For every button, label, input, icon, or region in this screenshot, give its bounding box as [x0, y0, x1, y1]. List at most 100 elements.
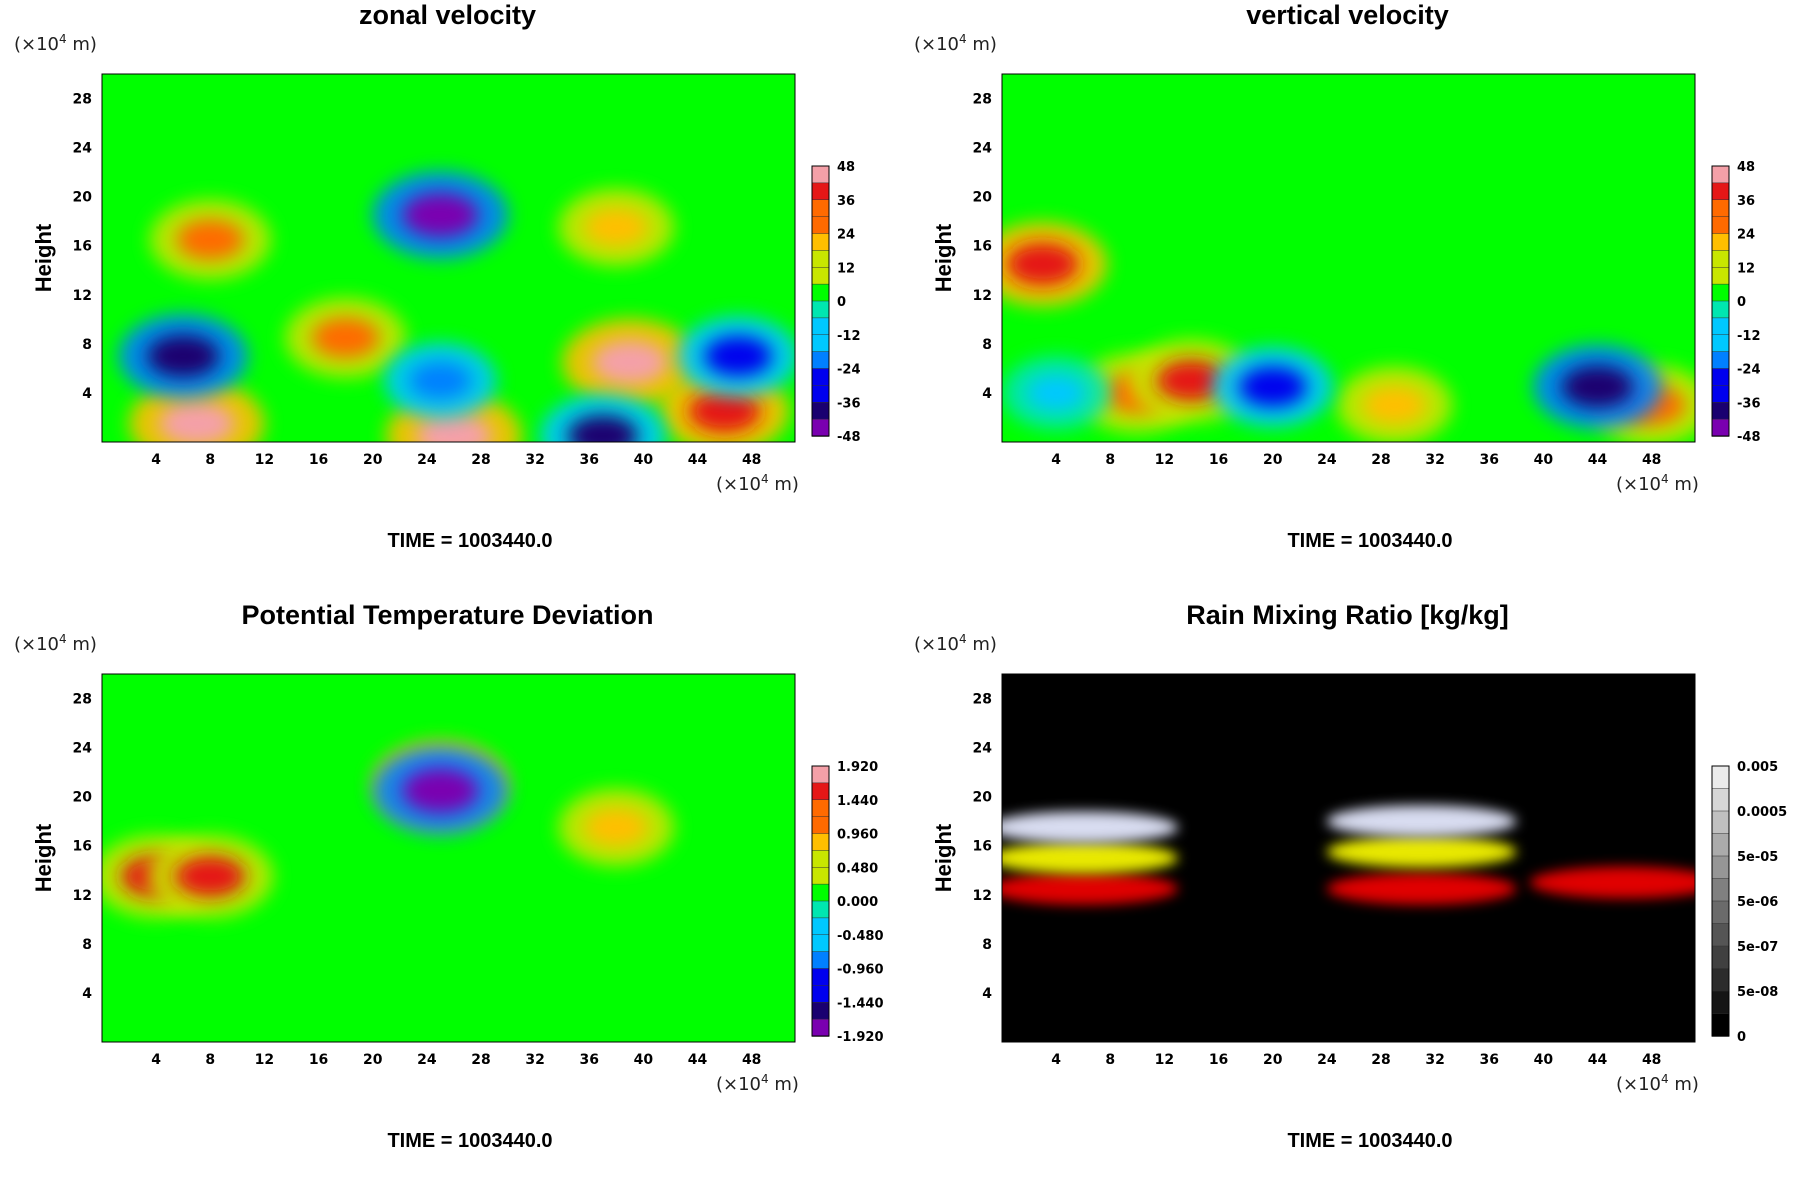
- colorbar-segment: [1711, 351, 1730, 370]
- colorbar-segment: [811, 799, 830, 818]
- x-tick-label: 28: [1371, 1052, 1390, 1068]
- x-tick-label: 36: [1480, 452, 1499, 468]
- exp-power: 4: [959, 32, 967, 46]
- y-tick-label: 4: [982, 986, 992, 1002]
- colorbar-segment: [811, 917, 830, 936]
- x-tick-label: 4: [1051, 1052, 1061, 1068]
- x-tick-label: 28: [1371, 452, 1390, 468]
- exp-base: (×10: [1616, 474, 1662, 495]
- colorbar-segment: [811, 765, 830, 784]
- colorbar-segment: [811, 985, 830, 1003]
- colorbar-tick-label: 0.960: [837, 828, 878, 843]
- x-tick-label: 8: [205, 1052, 215, 1068]
- colorbar-segment: [1711, 878, 1730, 902]
- exp-base: (×10: [914, 34, 960, 55]
- plot-border: [1001, 673, 1696, 1043]
- x-tick-label: 36: [580, 1052, 599, 1068]
- colorbar-segment: [1711, 385, 1730, 403]
- exp-base: (×10: [1616, 1074, 1662, 1095]
- x-tick-label: 4: [151, 452, 161, 468]
- colorbar-tick-label: -24: [837, 363, 861, 378]
- y-tick-label: 28: [73, 692, 92, 708]
- y-axis-exponent: (×104 m): [914, 632, 997, 655]
- colorbar-tick-label: -36: [1737, 396, 1761, 411]
- colorbar-tick-label: 36: [1737, 194, 1755, 209]
- time-label: TIME = 1003440.0: [387, 530, 553, 552]
- x-tick-label: 32: [525, 1052, 544, 1068]
- x-tick-label: 32: [1425, 1052, 1444, 1068]
- field-feature: [175, 855, 246, 897]
- y-axis-exponent: (×104 m): [914, 32, 997, 55]
- colorbar-segment: [1711, 945, 1730, 970]
- plot-border: [101, 673, 796, 1043]
- exp-power: 4: [959, 632, 967, 646]
- x-tick-label: 12: [255, 1052, 274, 1068]
- x-tick-label: 16: [309, 452, 328, 468]
- x-tick-label: 48: [1642, 452, 1661, 468]
- field-feature: [1326, 805, 1517, 838]
- y-tick-label: 16: [973, 239, 992, 255]
- y-tick-label: 24: [73, 741, 93, 757]
- colorbar-segment: [1711, 334, 1730, 353]
- colorbar: 48 36 24 12 0 -12 -24 -36 -48: [811, 160, 861, 445]
- colorbar-tick-label: -24: [1737, 363, 1761, 378]
- colorbar-segment: [1711, 990, 1730, 1015]
- x-tick-label: 48: [742, 452, 761, 468]
- colorbar-tick-label: 5e-06: [1737, 895, 1778, 910]
- field-feature: [591, 340, 668, 385]
- heatmap-field: [1002, 221, 1695, 442]
- colorbar-tick-label: -48: [837, 430, 861, 445]
- colorbar-segment: [1711, 250, 1730, 268]
- colorbar-tick-label: 12: [1737, 261, 1755, 276]
- colorbar-segment: [811, 850, 830, 868]
- plot-area: 4 8 12 16 20 24 28 32 36 40 44 484812162024281.9201…: [73, 673, 884, 1068]
- exp-power: 4: [1661, 472, 1669, 486]
- colorbar-tick-label: 0.000: [837, 895, 878, 910]
- y-tick-label: 4: [982, 386, 992, 402]
- field-feature: [176, 219, 244, 260]
- x-tick-label: 44: [1588, 452, 1608, 468]
- y-tick-label: 16: [73, 839, 92, 855]
- x-tick-label: 12: [1155, 1052, 1174, 1068]
- field-feature: [567, 415, 638, 442]
- x-tick-label: 24: [1317, 452, 1337, 468]
- colorbar-tick-label: 1.920: [837, 760, 878, 775]
- y-tick-label: 24: [73, 141, 93, 157]
- x-tick-label: 24: [1317, 1052, 1337, 1068]
- exp-unit: m): [66, 34, 97, 55]
- field-feature: [402, 193, 479, 238]
- time-label: TIME = 1003440.0: [1287, 1130, 1453, 1152]
- colorbar-segment: [1711, 900, 1730, 925]
- y-tick-label: 20: [73, 190, 93, 206]
- colorbar-segment: [811, 300, 830, 319]
- field-feature: [1239, 367, 1307, 407]
- colorbar-segment: [811, 1002, 830, 1020]
- colorbar-segment: [811, 250, 830, 268]
- colorbar-segment: [1711, 855, 1730, 880]
- field-feature: [402, 768, 479, 813]
- y-tick-label: 8: [82, 337, 92, 353]
- colorbar-segment: [811, 368, 830, 387]
- x-tick-label: 36: [580, 452, 599, 468]
- colorbar: 1.920 1.440 0.960 0.480 0.000 -0.480 -0.960 -1.…: [811, 760, 884, 1045]
- y-tick-label: 12: [973, 288, 992, 304]
- colorbar-segment: [1711, 810, 1730, 835]
- colorbar-segment: [811, 402, 830, 420]
- y-tick-label: 20: [973, 190, 993, 206]
- colorbar-tick-label: 48: [837, 160, 855, 175]
- colorbar-tick-label: 0: [837, 295, 846, 310]
- colorbar-tick-label: -0.960: [837, 963, 884, 978]
- x-tick-label: 44: [688, 1052, 708, 1068]
- x-tick-label: 4: [151, 1052, 161, 1068]
- x-tick-label: 40: [634, 1052, 654, 1068]
- colorbar-segment: [811, 182, 830, 201]
- colorbar-segment: [811, 199, 830, 218]
- x-tick-label: 8: [205, 452, 215, 468]
- heatmap-field: [1002, 805, 1695, 905]
- field-feature: [409, 362, 472, 400]
- y-tick-label: 8: [82, 937, 92, 953]
- exp-unit: m): [768, 1074, 799, 1095]
- plot-area: 4 8 12 16 20 24 28 32 36 40 44 48481216202428483624…: [973, 73, 1761, 468]
- field-feature: [584, 208, 649, 247]
- colorbar-tick-label: 0: [1737, 295, 1746, 310]
